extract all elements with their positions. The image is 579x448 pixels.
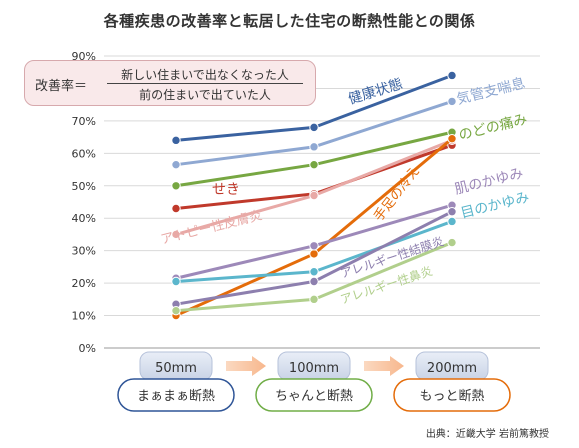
insulation-level-badge xyxy=(255,378,373,412)
right-arrow-icon xyxy=(364,356,404,376)
thickness-label: 200mm xyxy=(427,361,477,376)
fraction-bar xyxy=(107,83,303,84)
data-point xyxy=(309,241,319,251)
formula-label: 改善率＝ xyxy=(35,79,88,94)
formula-numerator: 新しい住まいで出なくなった人 xyxy=(121,68,289,82)
data-point xyxy=(309,276,319,287)
series-lines xyxy=(171,70,457,321)
data-point xyxy=(171,203,181,214)
insulation-level-label: ちゃんと断熱 xyxy=(275,389,353,404)
y-tick-label: 60% xyxy=(72,147,96,160)
insulation-level-badge xyxy=(393,378,511,412)
y-tick-label: 30% xyxy=(72,245,96,258)
source-credit: 出典：近畿大学 岩前篤教授 xyxy=(425,429,549,440)
data-point xyxy=(309,122,319,133)
data-point xyxy=(171,135,181,146)
data-point xyxy=(447,134,457,144)
insulation-level-label: まぁまぁ断熱 xyxy=(137,389,215,404)
insulation-level-badge xyxy=(117,378,235,412)
y-tick-label: 90% xyxy=(72,50,96,63)
data-point xyxy=(447,70,457,81)
y-tick-label: 70% xyxy=(72,115,96,128)
data-point xyxy=(309,294,319,305)
data-point xyxy=(447,96,457,107)
data-point xyxy=(447,207,457,217)
data-point xyxy=(171,159,181,170)
series-label: 気管支喘息 xyxy=(455,74,527,107)
right-arrow-icon xyxy=(226,356,266,376)
thickness-label: 50mm xyxy=(155,361,197,376)
series-label: アトピー性皮膚炎 xyxy=(159,207,264,248)
series-label: せき xyxy=(212,182,240,198)
thickness-label: 100mm xyxy=(289,361,339,376)
data-point xyxy=(171,229,181,240)
data-point xyxy=(171,305,181,316)
series-label: のどの痛み xyxy=(457,110,529,143)
y-tick-label: 40% xyxy=(72,212,96,225)
data-point xyxy=(447,237,457,248)
formula-denominator: 前の住まいで出ていた人 xyxy=(139,88,271,102)
data-point xyxy=(171,181,181,191)
data-point xyxy=(171,276,181,287)
data-point xyxy=(447,216,457,227)
series-line xyxy=(175,99,453,167)
y-tick-label: 50% xyxy=(72,180,96,193)
data-point xyxy=(309,159,319,170)
chart-title: 各種疾患の改善率と転居した住宅の断熱性能との関係 xyxy=(103,12,476,30)
category-labels: 50mm まぁまぁ断熱 100mm ちゃんと断熱 200mm もっと断熱 xyxy=(117,351,511,412)
y-tick-label: 0% xyxy=(79,342,96,355)
y-tick-label: 20% xyxy=(72,277,96,290)
data-point xyxy=(309,249,319,259)
data-point xyxy=(309,267,319,277)
data-point xyxy=(309,142,319,152)
improvement-formula: 改善率＝ 新しい住まいで出なくなった人 前の住まいで出ていた人 xyxy=(24,60,316,106)
data-point xyxy=(309,190,319,201)
insulation-level-label: もっと断熱 xyxy=(419,389,484,404)
y-tick-label: 10% xyxy=(72,310,96,323)
